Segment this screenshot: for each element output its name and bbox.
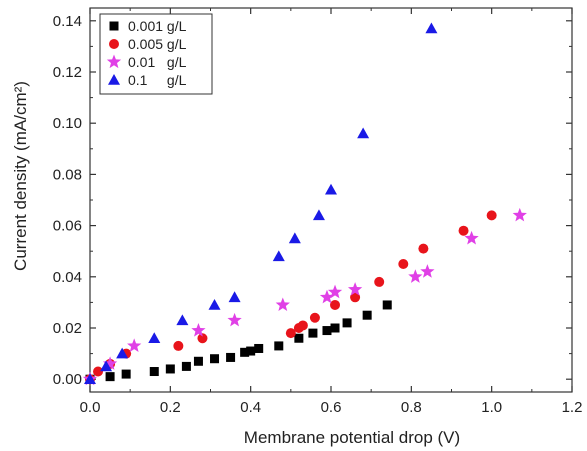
data-point [418,243,429,254]
x-tick-label: 0.6 [321,399,342,416]
legend-marker [109,21,119,31]
data-point [398,259,409,269]
data-point [227,312,242,327]
data-point [84,373,96,384]
legend-marker [108,74,120,85]
x-axis-label: Membrane potential drop (V) [244,428,460,447]
legend-label: 0.1 g/L [128,72,187,88]
data-point [312,209,325,221]
y-tick-label: 0.04 [53,269,82,286]
data-point [288,232,301,244]
data-point [458,225,469,236]
data-point [297,320,308,331]
data-point [308,328,318,338]
data-point [325,183,337,195]
x-tick-label: 0.2 [160,399,181,416]
data-point [228,291,241,303]
data-point [193,356,203,366]
data-point [464,230,479,245]
data-point [148,332,161,344]
data-point [181,361,191,371]
data-point [272,250,285,262]
x-tick-label: 0.0 [80,399,101,416]
data-point [486,210,497,221]
data-point [191,323,206,337]
data-point [420,264,435,278]
y-tick-label: 0.00 [53,371,82,388]
data-point [149,367,159,377]
data-point [285,328,296,339]
data-point [275,297,290,312]
data-point [116,347,129,359]
data-point [330,299,341,310]
y-tick-label: 0.12 [53,64,82,81]
data-point [274,341,284,351]
data-point [347,282,363,296]
data-point [408,269,423,283]
data-point [294,333,304,343]
data-point [105,372,115,382]
data-point [121,369,131,379]
data-point [197,333,208,344]
data-point [327,284,343,299]
y-tick-label: 0.14 [53,13,82,30]
data-point [330,323,340,333]
data-point [226,352,236,362]
series-4 [84,22,438,384]
data-point [165,364,175,374]
data-point [240,347,250,357]
data-point [127,338,142,352]
x-tick-label: 1.2 [562,399,583,416]
legend-marker [106,54,122,69]
data-point [342,318,352,328]
data-point [362,310,372,320]
y-tick-label: 0.06 [53,218,82,235]
data-point [322,326,332,336]
data-point [382,300,392,310]
y-tick-label: 0.02 [53,320,82,337]
legend-box [99,13,213,95]
data-point [254,343,264,353]
legend-label: 0.001 g/L [128,18,187,34]
data-point [208,298,221,310]
data-point [319,289,335,304]
data-point [100,360,113,372]
y-tick-label: 0.10 [53,115,82,132]
data-point [350,292,361,303]
x-tick-label: 0.4 [240,399,261,416]
x-tick-label: 0.8 [401,399,422,416]
x-tick-label: 1.0 [481,399,502,416]
y-tick-label: 0.08 [53,166,82,183]
legend-label: 0.01 g/L [128,54,187,70]
data-point [210,354,220,364]
data-point [357,127,370,139]
data-point [246,346,256,356]
data-point [173,340,184,351]
data-point [93,366,104,377]
data-point [102,356,118,370]
y-axis-label: Current density (mA/cm²) [11,81,30,271]
data-point [374,276,385,287]
legend-marker [109,39,119,49]
legend-label: 0.005 g/L [128,36,187,52]
data-point [309,312,320,323]
data-point [512,207,527,222]
data-point [425,22,438,34]
data-point [176,314,189,326]
